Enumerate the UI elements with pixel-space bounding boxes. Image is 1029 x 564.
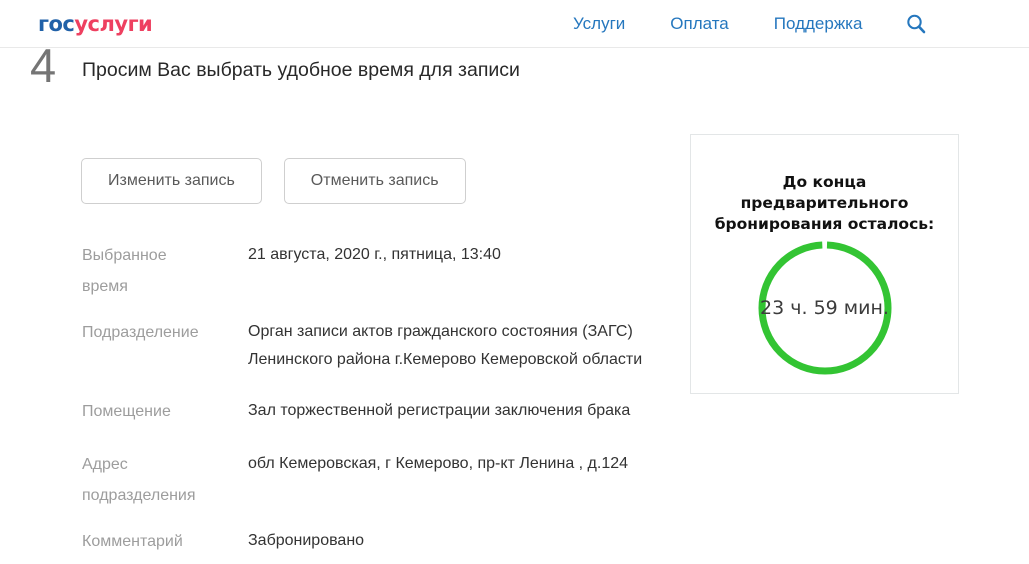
detail-row-room: Помещение Зал торжественной регистрации … [82, 396, 672, 427]
detail-value: 21 августа, 2020 г., пятница, 13:40 [248, 246, 501, 263]
main-nav: Услуги Оплата Поддержка [573, 0, 862, 48]
change-booking-button[interactable]: Изменить запись [81, 158, 262, 204]
nav-link-support[interactable]: Поддержка [773, 14, 863, 33]
gosuslugi-logo[interactable]: гос услуги [38, 0, 153, 48]
detail-label: Подразделение [82, 324, 199, 341]
step-number: 4 [30, 39, 57, 92]
detail-value: Зал торжественной регистрации заключения… [248, 402, 631, 419]
detail-label: Помещение [82, 403, 171, 420]
nav-link-services[interactable]: Услуги [573, 14, 626, 33]
countdown-ring-wrap: 23 ч. 59 мин. [758, 241, 892, 375]
logo-part-gos: гос [38, 12, 75, 36]
detail-row-selected-time: Выбранное время 21 августа, 2020 г., пят… [82, 240, 672, 302]
booking-details: Выбранное время 21 августа, 2020 г., пят… [82, 240, 672, 557]
logo-part-uslugi: услуги [74, 12, 153, 36]
countdown-ring-icon [758, 241, 891, 375]
nav-link-payment[interactable]: Оплата [670, 14, 729, 33]
cancel-booking-button[interactable]: Отменить запись [283, 158, 466, 204]
detail-row-comment: Комментарий Забронировано [82, 526, 672, 557]
detail-value: Орган записи актов гражданского состояни… [248, 323, 643, 368]
detail-value: обл Кемеровская, г Кемерово, пр-кт Ленин… [248, 455, 629, 472]
detail-label: Комментарий [82, 533, 183, 550]
page-title: Просим Вас выбрать удобное время для зап… [82, 59, 520, 81]
countdown-time-left: 23 ч. 59 мин. [760, 297, 889, 319]
detail-value: Забронировано [248, 532, 365, 549]
detail-label: Выбранное время [82, 247, 167, 295]
detail-row-address: Адрес подразделения обл Кемеровская, г К… [82, 449, 672, 511]
detail-label: Адрес подразделения [82, 456, 196, 504]
countdown-card: До конца предварительного бронирования о… [690, 134, 959, 394]
search-icon[interactable] [905, 13, 927, 35]
countdown-title: До конца предварительного бронирования о… [714, 173, 935, 233]
detail-row-department: Подразделение Орган записи актов граждан… [82, 317, 672, 374]
header: гос услуги Услуги Оплата Поддержка [0, 0, 1029, 48]
booking-actions: Изменить запись Отменить запись [81, 158, 466, 204]
